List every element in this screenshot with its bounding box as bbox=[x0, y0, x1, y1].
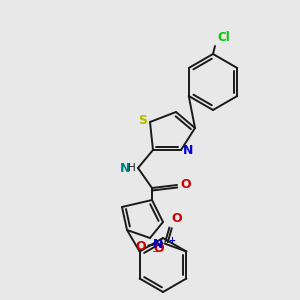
Text: Cl: Cl bbox=[217, 31, 230, 44]
Text: N: N bbox=[183, 145, 194, 158]
Text: S: S bbox=[138, 115, 147, 128]
Text: H: H bbox=[128, 163, 136, 173]
Text: O: O bbox=[180, 178, 190, 191]
Text: O: O bbox=[153, 242, 164, 255]
Text: +: + bbox=[168, 236, 175, 245]
Text: N: N bbox=[153, 238, 164, 251]
Text: O: O bbox=[136, 240, 146, 253]
Text: N: N bbox=[120, 161, 130, 175]
Text: O: O bbox=[171, 212, 182, 226]
Text: −: − bbox=[152, 247, 160, 256]
